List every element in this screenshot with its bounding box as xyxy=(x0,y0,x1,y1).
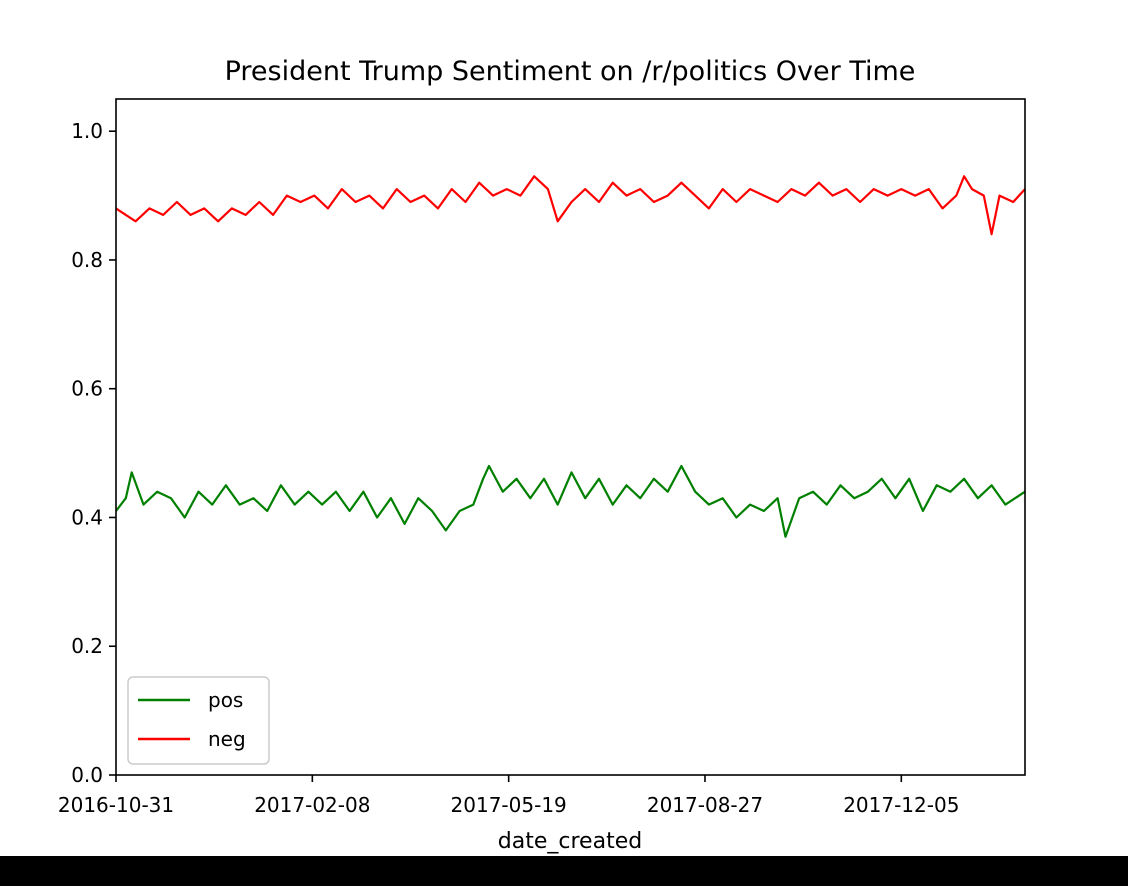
x-tick-label: 2016-10-31 xyxy=(58,793,174,817)
sentiment-line-chart: President Trump Sentiment on /r/politics… xyxy=(58,56,1026,854)
legend-label-pos: pos xyxy=(208,688,243,712)
legend-box xyxy=(127,676,270,765)
x-axis-label: date_created xyxy=(498,829,642,854)
x-tick-label: 2017-12-05 xyxy=(843,793,959,817)
series-line-neg xyxy=(115,175,1026,236)
y-tick-label: 0.0 xyxy=(71,763,103,787)
x-tick-label: 2017-08-27 xyxy=(647,793,763,817)
plot-frame xyxy=(115,98,1026,776)
y-tick-label: 0.8 xyxy=(71,248,103,272)
legend: pos neg xyxy=(127,676,270,765)
y-tick-label: 0.2 xyxy=(71,634,103,658)
y-tick-label: 0.6 xyxy=(71,377,103,401)
series-line-pos xyxy=(115,464,1026,538)
x-tick-label: 2017-02-08 xyxy=(254,793,370,817)
chart-title: President Trump Sentiment on /r/politics… xyxy=(225,56,916,87)
x-tick-label: 2017-05-19 xyxy=(451,793,567,817)
y-tick-label: 1.0 xyxy=(71,119,103,143)
y-tick-label: 0.4 xyxy=(71,505,103,529)
legend-label-neg: neg xyxy=(208,727,246,751)
bottom-border-bar xyxy=(0,856,1128,886)
